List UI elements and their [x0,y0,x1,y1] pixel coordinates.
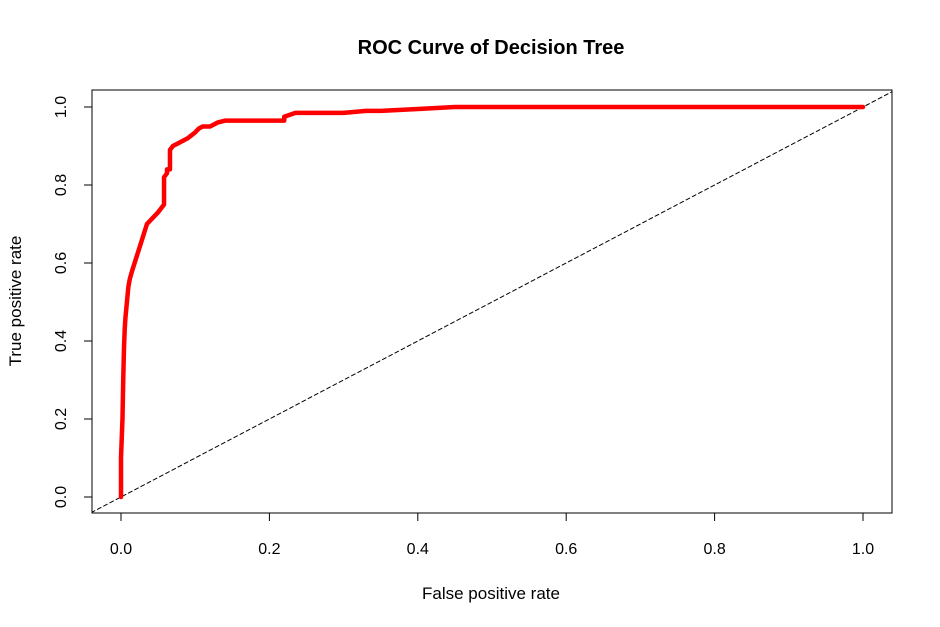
chart-title: ROC Curve of Decision Tree [358,37,625,59]
x-axis: 0.0 0.2 0.4 0.6 0.8 1.0 [110,512,874,558]
x-tick-label: 0.6 [555,541,577,558]
y-axis-label: True positive rate [6,236,25,367]
y-tick-label: 0.6 [53,252,70,274]
y-axis: 0.0 0.2 0.4 0.6 0.8 1.0 [53,96,93,508]
y-tick-label: 0.2 [53,408,70,430]
y-tick-label: 0.8 [53,174,70,196]
series-layer [92,91,892,513]
x-tick-label: 0.4 [407,541,429,558]
x-tick-label: 0.0 [110,541,132,558]
roc-curve-line [118,104,866,500]
y-tick-label: 1.0 [53,96,70,118]
reference-diagonal-line [92,91,892,513]
x-tick-label: 1.0 [852,541,874,558]
x-tick-label: 0.2 [258,541,280,558]
x-axis-label: False positive rate [422,584,560,603]
y-tick-label: 0.0 [53,486,70,508]
y-tick-label: 0.4 [53,330,70,352]
x-tick-label: 0.8 [703,541,725,558]
